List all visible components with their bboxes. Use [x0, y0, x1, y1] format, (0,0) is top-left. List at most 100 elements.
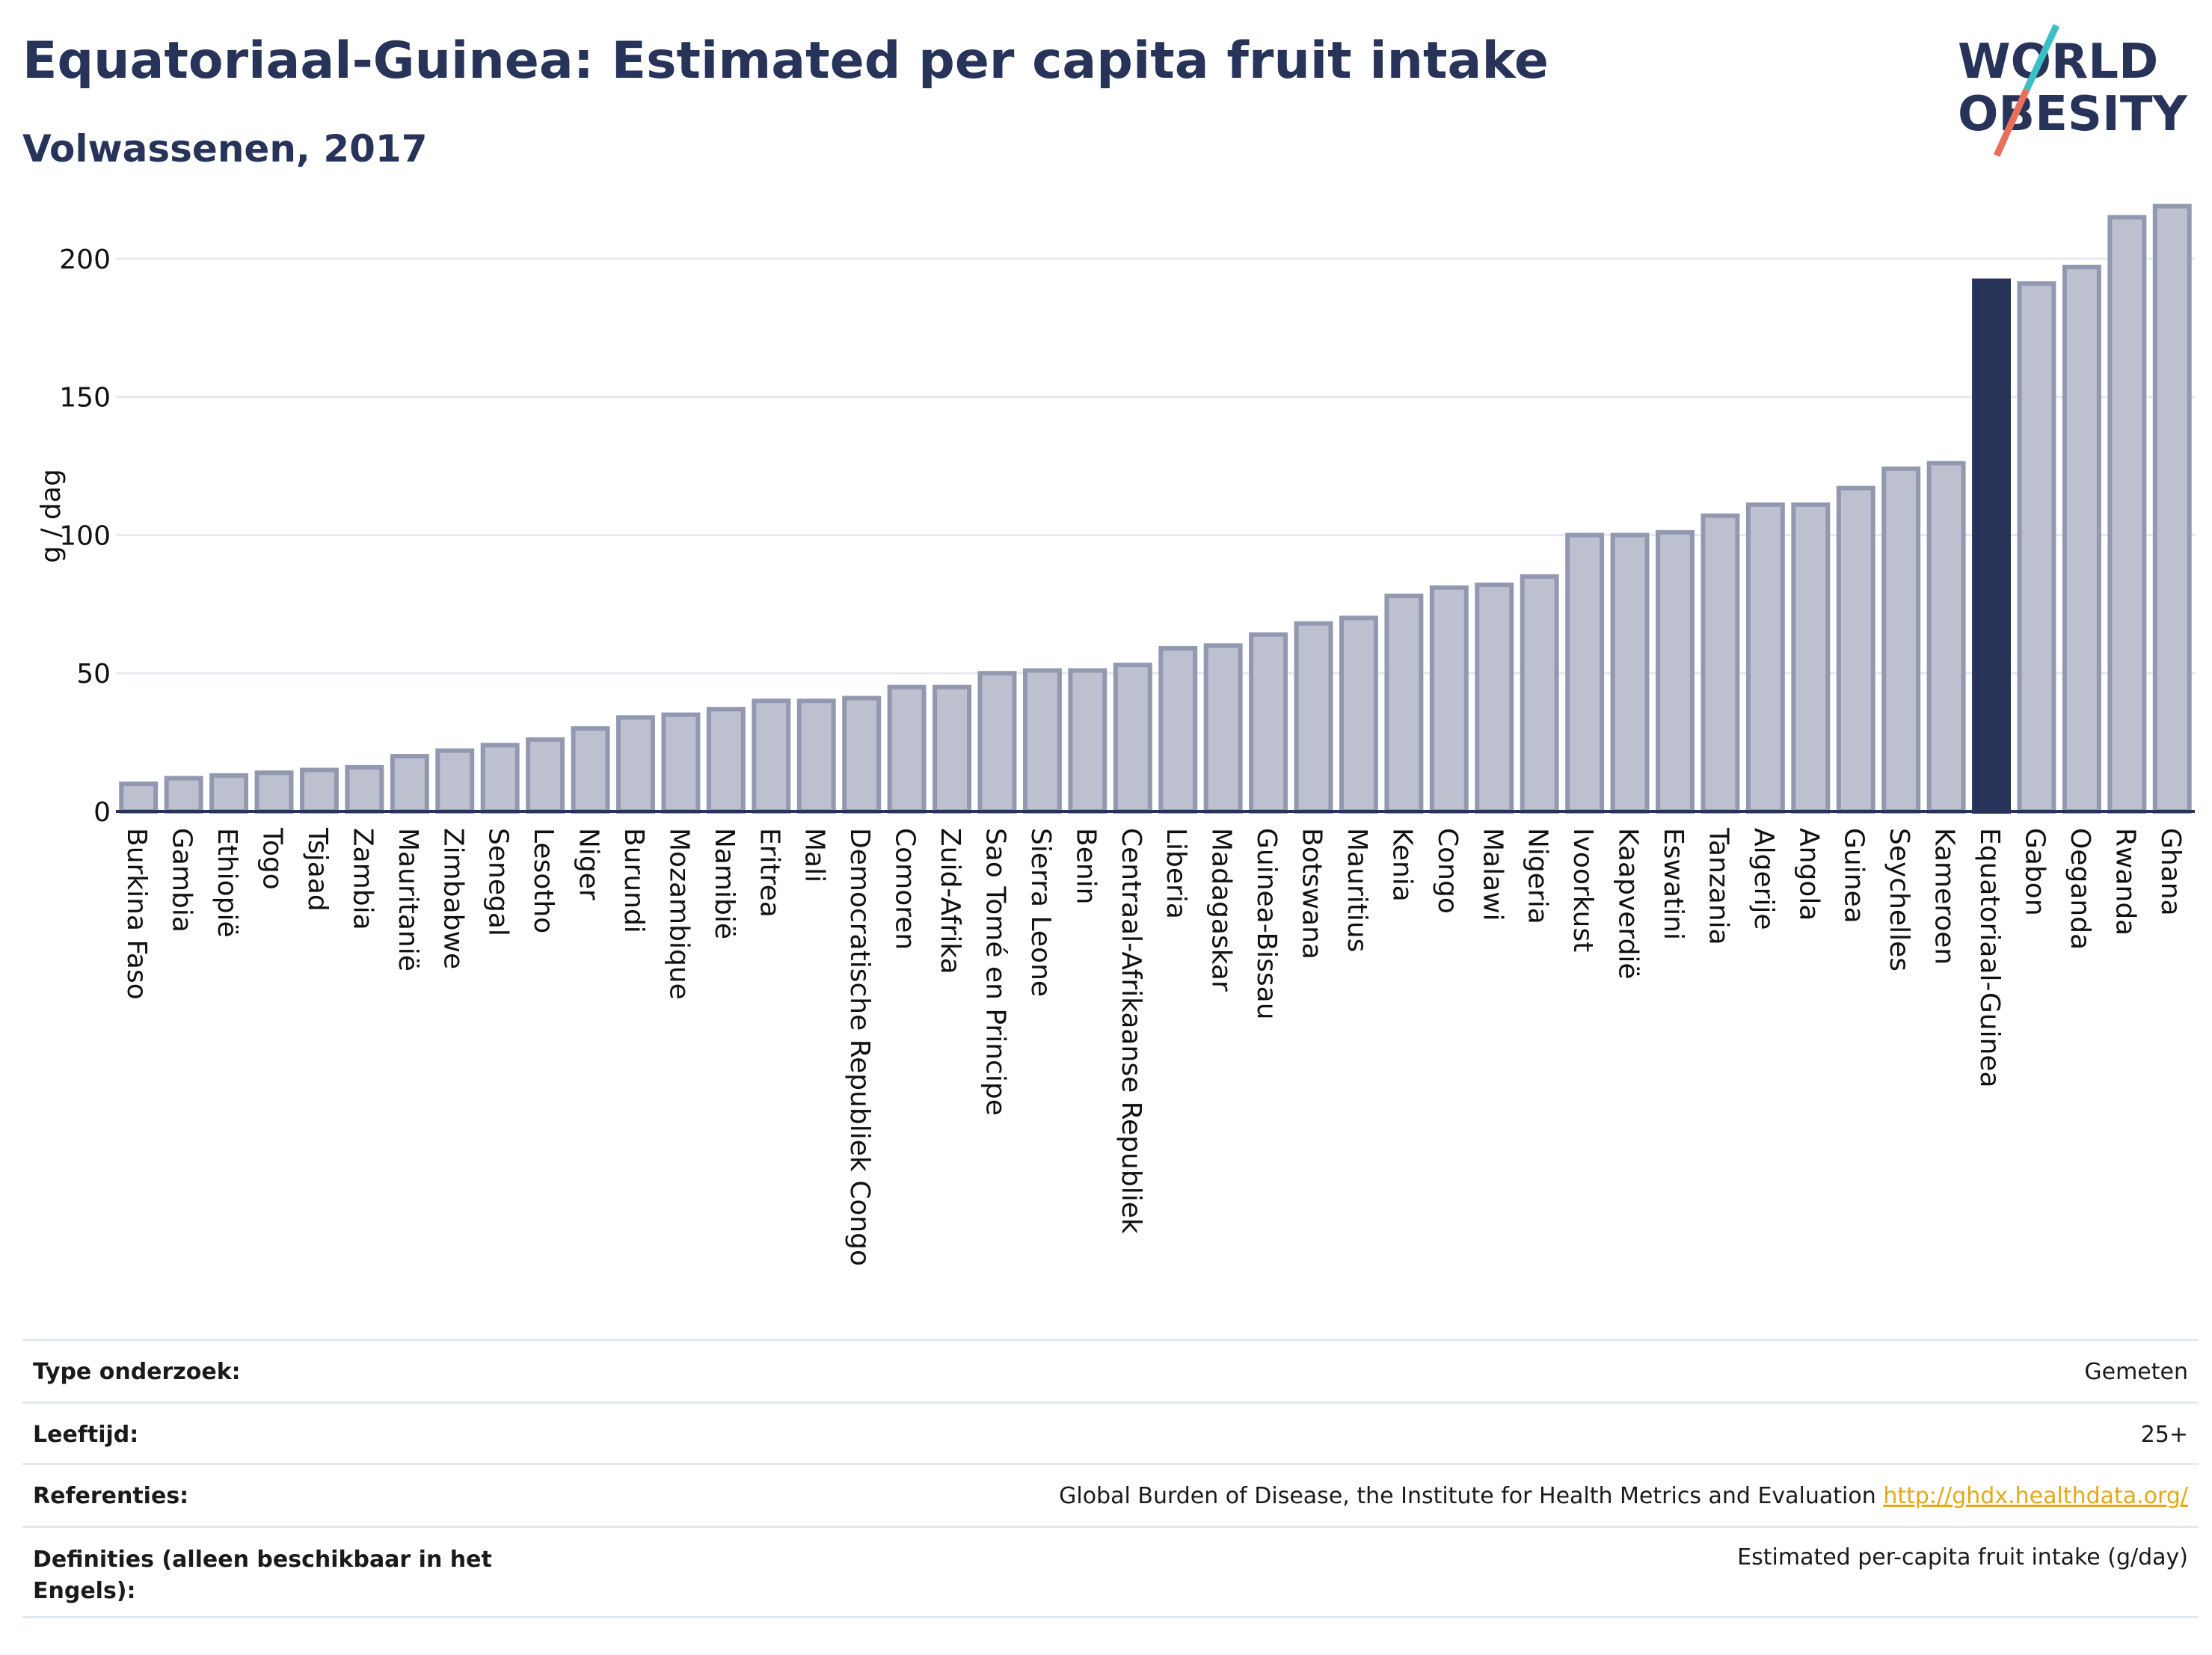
x-tick-label: Malawi	[1477, 828, 1508, 921]
bar	[887, 684, 927, 814]
x-tick-label: Tanzania	[1703, 827, 1733, 945]
bar	[1791, 502, 1831, 814]
x-tick-label: Gambia	[167, 828, 197, 933]
bar	[1339, 615, 1378, 814]
bar	[796, 698, 836, 814]
bar	[480, 743, 520, 814]
bar	[1294, 621, 1333, 814]
bar	[1113, 663, 1152, 814]
info-label-definitions: Definities (alleen beschikbaar in het En…	[33, 1547, 492, 1604]
bar-chart: 0 50 100 150 200 g / dag Burkina Faso Gambia E…	[36, 203, 2195, 1266]
x-tick-label: Equatoriaal-Guinea	[1974, 828, 2005, 1088]
bar	[119, 782, 159, 814]
bar	[209, 773, 249, 814]
x-tick-label: Kaapverdië	[1613, 828, 1644, 980]
x-tick-label: Kenia	[1386, 828, 1417, 902]
bar	[435, 748, 475, 814]
logo-slash-bottom	[1993, 88, 2030, 157]
bar	[1836, 485, 1875, 814]
bar	[1022, 668, 1062, 814]
x-axis-labels: Burkina Faso Gambia Ethiopië Togo Tsjaad Zamb…	[121, 827, 2186, 1266]
x-tick-label: Mauritius	[1342, 828, 1372, 952]
bar	[1701, 513, 1740, 814]
bar	[2107, 215, 2147, 814]
x-tick-label: Benin	[1070, 828, 1101, 904]
bar	[977, 671, 1017, 814]
bar	[1745, 502, 1785, 814]
bar	[526, 737, 565, 814]
x-tick-label: Gabon	[2019, 828, 2050, 916]
logo-line1: WORLD	[1958, 34, 2158, 90]
references-text: Global Burden of Disease, the Institute …	[1059, 1483, 1876, 1509]
bar	[1158, 645, 1198, 814]
x-tick-label: Eritrea	[754, 828, 784, 918]
bar	[706, 707, 746, 814]
info-row-definitions: Definities (alleen beschikbaar in het En…	[22, 1526, 2199, 1618]
bar	[2062, 264, 2101, 814]
x-tick-label: Seychelles	[1884, 828, 1914, 971]
info-row-age: Leeftijd: 25+	[22, 1401, 2199, 1463]
page-title: Equatoriaal-Guinea: Estimated per capita…	[22, 31, 1549, 90]
info-label-survey-type: Type onderzoek:	[33, 1359, 241, 1385]
x-tick-label: Tsjaad	[302, 827, 333, 912]
x-tick-label: Algerije	[1748, 828, 1779, 930]
x-tick-label: Angola	[1793, 828, 1824, 921]
bar	[254, 770, 294, 814]
bar	[299, 767, 339, 814]
bar	[571, 726, 610, 814]
x-tick-label: Oeganda	[2065, 828, 2095, 950]
bars	[119, 203, 2192, 814]
x-tick-label: Namibië	[709, 828, 740, 939]
bar	[1656, 529, 1695, 814]
info-value-definitions: Estimated per-capita fruit intake (g/day…	[1737, 1544, 2188, 1570]
x-tick-label: Ethiopië	[212, 828, 242, 938]
y-tick-label: 50	[76, 659, 111, 690]
y-tick-label: 200	[59, 245, 111, 275]
x-tick-label: Zambia	[347, 828, 378, 930]
x-tick-label: Rwanda	[2110, 828, 2140, 936]
x-tick-label: Senegal	[483, 828, 514, 936]
x-tick-label: Ghana	[2155, 828, 2186, 916]
info-label-age: Leeftijd:	[33, 1422, 139, 1448]
bar	[390, 754, 429, 814]
x-tick-label: Centraal-Afrikaanse Republiek	[1116, 828, 1146, 1234]
x-tick-label: Zimbabwe	[437, 828, 468, 969]
references-link[interactable]: http://ghdx.healthdata.org/	[1883, 1483, 2188, 1509]
bar	[1520, 574, 1559, 814]
bar	[661, 712, 701, 814]
x-tick-label: Nigeria	[1523, 828, 1553, 924]
bar	[345, 764, 384, 814]
bar	[2152, 203, 2192, 814]
page-subtitle: Volwassenen, 2017	[22, 127, 428, 171]
x-tick-label: Burkina Faso	[121, 828, 152, 1000]
world-obesity-logo: WORLD OBESITY	[1958, 24, 2187, 157]
info-row-survey-type: Type onderzoek: Gemeten	[22, 1339, 2199, 1401]
bar	[1068, 668, 1107, 814]
logo-slash-top	[2023, 24, 2060, 91]
x-tick-label: Botswana	[1297, 828, 1327, 959]
x-tick-label: Niger	[574, 828, 604, 900]
bar	[1610, 532, 1650, 814]
bar	[1565, 532, 1605, 814]
bar	[1475, 582, 1514, 814]
y-tick-label: 0	[93, 797, 111, 828]
logo-line2: OBESITY	[1958, 87, 2187, 142]
x-tick-label: Zuid-Afrika	[935, 828, 965, 974]
bar	[1881, 466, 1921, 814]
y-tick-label: 150	[59, 383, 111, 414]
y-axis-ticks: 0 50 100 150 200	[59, 245, 111, 828]
x-tick-label: Guinea-Bissau	[1251, 828, 1282, 1020]
info-value-survey-type: Gemeten	[2084, 1359, 2188, 1385]
info-table: Type onderzoek: Gemeten Leeftijd: 25+ Re…	[22, 1339, 2199, 1618]
bar	[1926, 461, 1966, 814]
x-tick-label: Sierra Leone	[1025, 828, 1056, 997]
x-tick-label: Togo	[257, 827, 288, 890]
x-tick-label: Mali	[799, 828, 830, 882]
bar	[1384, 593, 1424, 814]
bar	[616, 715, 655, 814]
bar	[752, 698, 791, 814]
x-tick-label: Ivoorkust	[1567, 828, 1598, 952]
bar	[1429, 585, 1469, 814]
info-label-references: Referenties:	[33, 1483, 189, 1509]
x-tick-label: Madagaskar	[1206, 828, 1237, 992]
